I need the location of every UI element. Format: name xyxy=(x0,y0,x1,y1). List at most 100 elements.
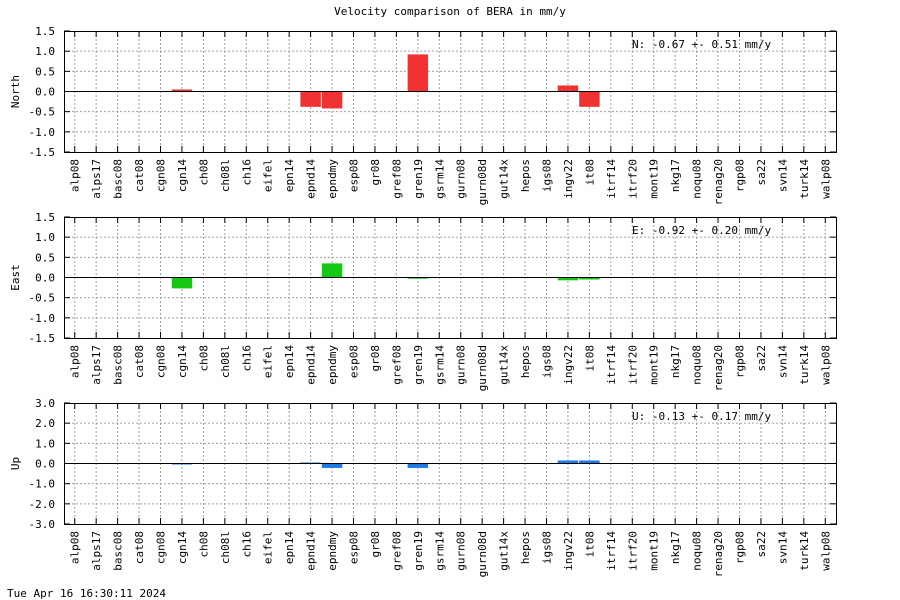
x-tick-label: alps17 xyxy=(90,159,103,199)
x-tick-label: cgn08 xyxy=(155,345,168,378)
y-tick-label: 0.5 xyxy=(35,251,55,264)
x-tick-label: gren19 xyxy=(412,159,425,199)
x-tick-label: rgp08 xyxy=(734,531,747,564)
x-tick-label: eifel xyxy=(262,345,275,378)
x-tick-label: ch08l xyxy=(219,345,232,378)
summary-annotation: E: -0.92 +- 0.20 mm/y xyxy=(632,224,771,237)
y-tick-label: 1.0 xyxy=(35,437,55,450)
x-tick-label: turk14 xyxy=(798,159,811,199)
x-tick-label: ch16 xyxy=(240,345,253,372)
y-tick-label: -1.0 xyxy=(29,312,56,325)
x-tick-label: esp08 xyxy=(348,531,361,564)
x-tick-label: gurn08 xyxy=(455,345,468,385)
x-tick-label: svn14 xyxy=(776,345,789,378)
x-tick-label: igs08 xyxy=(541,159,554,192)
x-tick-label: gurn08 xyxy=(455,531,468,571)
y-tick-label: 0.5 xyxy=(35,65,55,78)
y-tick-label: -1.5 xyxy=(29,146,56,159)
y-tick-label: -1.0 xyxy=(29,126,56,139)
x-tick-label: ingv22 xyxy=(562,159,575,199)
x-tick-label: gurn08d xyxy=(476,159,489,205)
x-tick-label: epnd14 xyxy=(305,531,318,571)
y-tick-label: 0.0 xyxy=(35,272,55,285)
x-tick-label: alps17 xyxy=(90,345,103,385)
x-tick-label: hepos xyxy=(519,159,532,192)
x-tick-label: gut14x xyxy=(498,159,511,199)
y-tick-label: 2.0 xyxy=(35,417,55,430)
bar-up-epndmy xyxy=(321,463,343,468)
x-tick-label: itrf20 xyxy=(626,531,639,571)
x-tick-label: ingv22 xyxy=(562,345,575,385)
y-tick-label: -1.0 xyxy=(29,478,56,491)
x-tick-label: gsrm14 xyxy=(433,345,446,385)
bar-up-it08 xyxy=(579,460,600,464)
x-tick-label: turk14 xyxy=(798,345,811,385)
x-tick-label: epn14 xyxy=(283,159,296,192)
x-tick-label: walp08 xyxy=(819,345,832,385)
x-tick-label: itrf20 xyxy=(626,159,639,199)
bar-up-epnd14 xyxy=(300,462,321,464)
x-tick-label: epndmy xyxy=(326,159,339,199)
x-tick-label: mont19 xyxy=(648,531,661,571)
x-tick-label: gsrm14 xyxy=(433,159,446,199)
x-tick-label: ch08l xyxy=(219,159,232,192)
x-tick-label: itrf14 xyxy=(605,159,618,199)
x-tick-label: epn14 xyxy=(283,531,296,564)
x-tick-label: ch16 xyxy=(240,531,253,558)
y-axis-label: Up xyxy=(9,457,22,470)
y-tick-label: 3.0 xyxy=(35,397,55,410)
bar-east-ingv22 xyxy=(557,277,579,281)
x-tick-label: ch08 xyxy=(197,531,210,558)
x-tick-label: rgp08 xyxy=(734,159,747,192)
x-tick-label: cgn08 xyxy=(155,531,168,564)
x-tick-label: cgn14 xyxy=(176,531,189,564)
x-tick-label: esp08 xyxy=(348,159,361,192)
x-tick-label: hepos xyxy=(519,345,532,378)
bar-east-gren19 xyxy=(407,277,429,279)
bar-north-it08 xyxy=(579,91,600,107)
x-tick-label: sa22 xyxy=(755,159,768,186)
x-tick-label: cat08 xyxy=(133,531,146,564)
y-tick-label: 0.0 xyxy=(35,86,55,99)
x-tick-label: gref08 xyxy=(390,531,403,571)
x-tick-label: renag20 xyxy=(712,345,725,391)
bar-north-epndmy xyxy=(321,91,343,109)
x-tick-label: alp08 xyxy=(69,345,82,378)
x-tick-label: basc08 xyxy=(112,345,125,385)
x-tick-label: epnd14 xyxy=(305,159,318,199)
bar-north-epnd14 xyxy=(300,91,321,107)
x-tick-label: it08 xyxy=(583,159,596,186)
x-tick-label: sa22 xyxy=(755,531,768,558)
x-tick-label: cgn08 xyxy=(155,159,168,192)
x-tick-label: it08 xyxy=(583,531,596,558)
bar-east-epndmy xyxy=(321,263,343,278)
x-tick-label: epndmy xyxy=(326,531,339,571)
bar-up-ingv22 xyxy=(557,460,579,464)
x-tick-label: walp08 xyxy=(819,531,832,571)
x-tick-label: turk14 xyxy=(798,531,811,571)
x-tick-label: gurn08 xyxy=(455,159,468,199)
x-tick-label: ch08 xyxy=(197,345,210,372)
x-tick-label: alp08 xyxy=(69,531,82,564)
x-tick-label: gurn08d xyxy=(476,345,489,391)
x-tick-label: ch16 xyxy=(240,159,253,186)
x-tick-label: rgp08 xyxy=(734,345,747,378)
chart-title: Velocity comparison of BERA in mm/y xyxy=(334,5,566,18)
summary-annotation: U: -0.13 +- 0.17 mm/y xyxy=(632,410,771,423)
x-tick-label: igs08 xyxy=(541,531,554,564)
x-tick-label: gref08 xyxy=(390,345,403,385)
x-tick-label: walp08 xyxy=(819,159,832,199)
y-tick-label: -2.0 xyxy=(29,498,56,511)
x-tick-label: cgn14 xyxy=(176,345,189,378)
x-tick-label: gut14x xyxy=(498,345,511,385)
x-tick-label: ch08l xyxy=(219,531,232,564)
timestamp: Tue Apr 16 16:30:11 2024 xyxy=(7,587,166,600)
x-tick-label: gurn08d xyxy=(476,531,489,577)
x-tick-label: epnd14 xyxy=(305,345,318,385)
bar-north-ingv22 xyxy=(557,85,579,92)
y-axis-label: East xyxy=(9,264,22,291)
y-tick-label: -1.5 xyxy=(29,332,56,345)
bar-north-cgn14 xyxy=(171,89,193,92)
y-tick-label: 1.0 xyxy=(35,231,55,244)
